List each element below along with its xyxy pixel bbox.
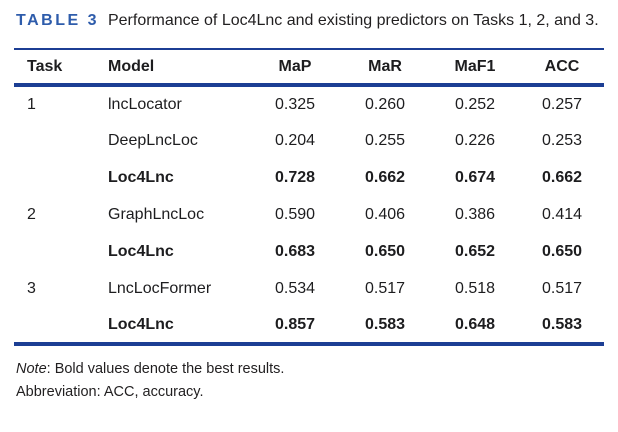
cell-map: 0.728 (274, 168, 316, 186)
table-row: Loc4Lnc 0.857 0.583 0.648 0.583 (14, 307, 604, 344)
cell-mar: 0.662 (364, 168, 406, 186)
column-header-mar: MaR (368, 57, 402, 75)
footnote-note-label: Note (16, 361, 47, 377)
cell-acc: 0.662 (541, 168, 583, 186)
cell-model: DeepLncLoc (108, 131, 198, 149)
table-body: 1 lncLocator 0.325 0.260 0.252 0.257 Dee… (14, 85, 604, 344)
cell-mar: 0.517 (364, 279, 406, 297)
table-footnotes: Note: Bold values denote the best result… (14, 358, 604, 403)
cell-map: 0.683 (274, 242, 316, 260)
table-row: Loc4Lnc 0.683 0.650 0.652 0.650 (14, 233, 604, 270)
table-row: 1 lncLocator 0.325 0.260 0.252 0.257 (14, 85, 604, 122)
column-header-task: Task (27, 57, 63, 75)
table-row: Loc4Lnc 0.728 0.662 0.674 0.662 (14, 159, 604, 196)
cell-model: Loc4Lnc (108, 315, 174, 333)
cell-maf1: 0.652 (454, 242, 496, 260)
cell-acc: 0.517 (541, 279, 583, 297)
cell-maf1: 0.674 (454, 168, 496, 186)
cell-map: 0.857 (274, 315, 316, 333)
results-table: Task Model MaP MaR MaF1 ACC 1 lncLocator… (14, 48, 604, 346)
footnote-note-text: : Bold values denote the best results. (46, 361, 285, 377)
cell-model: lncLocator (108, 95, 182, 113)
cell-maf1: 0.648 (454, 315, 496, 333)
cell-maf1: 0.386 (454, 205, 496, 223)
cell-task (14, 307, 108, 344)
cell-map: 0.534 (274, 279, 316, 297)
cell-acc: 0.583 (541, 315, 583, 333)
header-row: Task Model MaP MaR MaF1 ACC (14, 49, 604, 85)
table-caption-text: Performance of Loc4Lnc and existing pred… (107, 12, 599, 29)
cell-task: 2 (27, 205, 36, 223)
column-header-acc: ACC (544, 57, 580, 75)
column-header-maf1: MaF1 (454, 57, 496, 75)
cell-task (14, 122, 108, 159)
cell-task (14, 159, 108, 196)
table-row: DeepLncLoc 0.204 0.255 0.226 0.253 (14, 122, 604, 159)
cell-model: Loc4Lnc (108, 242, 174, 260)
cell-maf1: 0.252 (454, 95, 496, 113)
table-caption: TABLE 3 Performance of Loc4Lnc and existi… (14, 10, 604, 31)
cell-model: LncLocFormer (108, 279, 212, 297)
cell-map: 0.325 (274, 95, 316, 113)
table-caption-label: TABLE 3 (16, 12, 99, 29)
cell-task: 3 (27, 279, 36, 297)
cell-mar: 0.406 (364, 205, 406, 223)
paper-table-page: TABLE 3 Performance of Loc4Lnc and existi… (14, 10, 604, 403)
cell-acc: 0.414 (541, 205, 583, 223)
cell-model: GraphLncLoc (108, 205, 205, 223)
table-row: 3 LncLocFormer 0.534 0.517 0.518 0.517 (14, 270, 604, 307)
column-header-map: MaP (278, 57, 312, 75)
cell-model: Loc4Lnc (108, 168, 174, 186)
cell-acc: 0.253 (541, 131, 583, 149)
cell-acc: 0.257 (541, 95, 583, 113)
cell-mar: 0.583 (364, 315, 406, 333)
table-header: Task Model MaP MaR MaF1 ACC (14, 49, 604, 85)
cell-map: 0.590 (274, 205, 316, 223)
cell-mar: 0.260 (364, 95, 406, 113)
cell-mar: 0.650 (364, 242, 406, 260)
cell-acc: 0.650 (541, 242, 583, 260)
cell-mar: 0.255 (364, 131, 406, 149)
cell-maf1: 0.518 (454, 279, 496, 297)
cell-task: 1 (27, 95, 36, 113)
column-header-model: Model (108, 57, 155, 75)
cell-task (14, 233, 108, 270)
footnote-note: Note: Bold values denote the best result… (16, 358, 604, 381)
footnote-abbreviation: Abbreviation: ACC, accuracy. (16, 383, 204, 400)
cell-maf1: 0.226 (454, 131, 496, 149)
cell-map: 0.204 (274, 131, 316, 149)
table-row: 2 GraphLncLoc 0.590 0.406 0.386 0.414 (14, 196, 604, 233)
